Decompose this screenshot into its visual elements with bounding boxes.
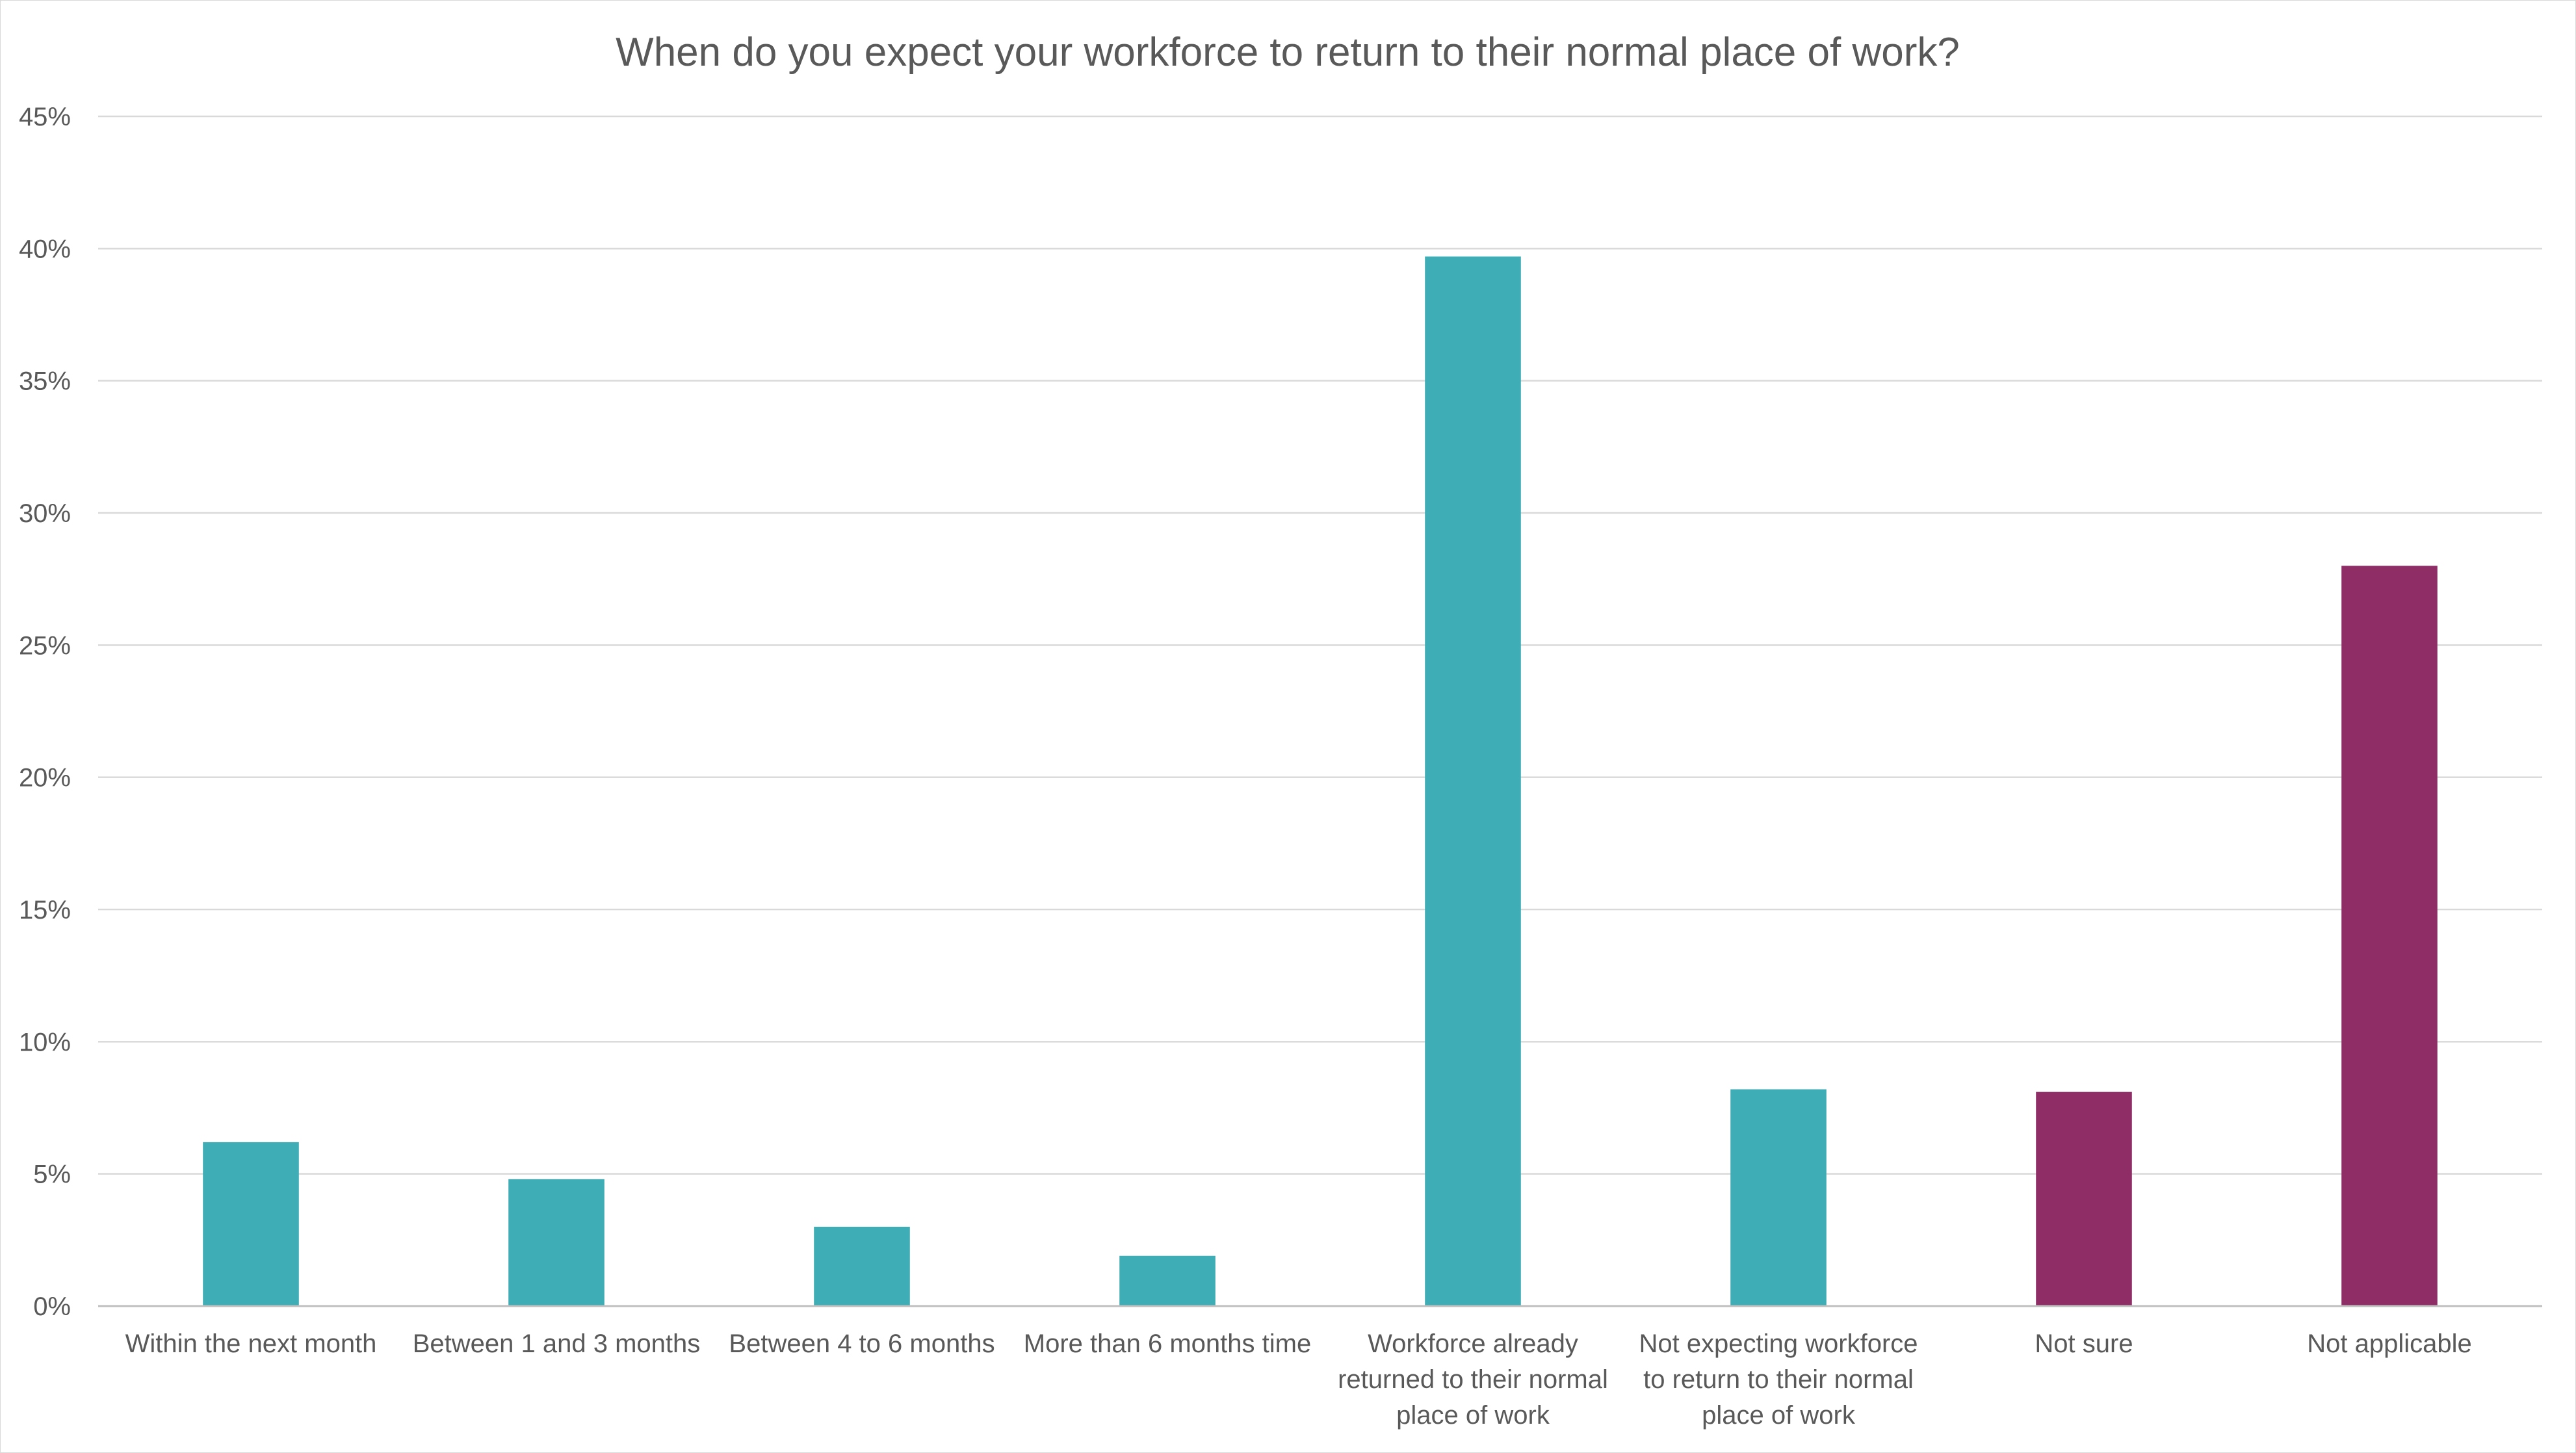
x-category-label: Between 1 and 3 months [413, 1329, 701, 1358]
bar [1730, 1089, 1827, 1306]
bar [2036, 1092, 2132, 1306]
y-tick-label: 40% [19, 235, 71, 263]
x-category-label-line: Within the next month [125, 1329, 377, 1358]
y-axis-ticks: 0% 5% 10% 15% 20% 25% 30% 35% 40% 45% [19, 103, 71, 1321]
x-category-label: Within the next month [125, 1329, 377, 1358]
bar [508, 1179, 605, 1306]
x-category-label-line: More than 6 months time [1024, 1329, 1311, 1358]
x-category-label: Not sure [2035, 1329, 2133, 1358]
x-category-label: Not expecting workforce to return to thei… [1639, 1329, 1918, 1430]
x-category-label: Between 4 to 6 months [729, 1329, 995, 1358]
chart-title: When do you expect your workforce to ret… [616, 30, 1960, 75]
y-tick-label: 20% [19, 764, 71, 792]
y-tick-label: 0% [33, 1292, 71, 1321]
y-tick-label: 5% [33, 1160, 71, 1189]
x-category-label-line: place of work [1396, 1401, 1550, 1430]
y-tick-label: 15% [19, 896, 71, 924]
x-category-label-line: Between 1 and 3 months [413, 1329, 701, 1358]
x-axis-categories: Within the next month Between 1 and 3 mon… [125, 1329, 2472, 1430]
bar [1119, 1255, 1216, 1306]
y-tick-label: 10% [19, 1028, 71, 1056]
x-category-label-line: Between 4 to 6 months [729, 1329, 995, 1358]
x-category-label-line: place of work [1702, 1401, 1856, 1430]
x-category-label-line: Workforce already [1368, 1329, 1578, 1358]
x-category-label: Not applicable [2307, 1329, 2472, 1358]
bar [203, 1142, 299, 1306]
gridlines [98, 115, 2542, 1175]
x-category-label-line: Not expecting workforce [1639, 1329, 1918, 1358]
bar [2341, 566, 2438, 1307]
bar [814, 1227, 910, 1306]
x-category-label-line: to return to their normal [1643, 1365, 1914, 1394]
y-tick-label: 25% [19, 631, 71, 660]
x-category-label: Workforce already returned to their norma… [1338, 1329, 1608, 1430]
bars [203, 256, 2438, 1307]
bar [1425, 256, 1521, 1306]
x-category-label-line: returned to their normal [1338, 1365, 1608, 1394]
x-category-label-line: Not applicable [2307, 1329, 2472, 1358]
x-category-label-line: Not sure [2035, 1329, 2133, 1358]
y-tick-label: 30% [19, 499, 71, 528]
y-tick-label: 35% [19, 367, 71, 396]
x-category-label: More than 6 months time [1024, 1329, 1311, 1358]
y-tick-label: 45% [19, 103, 71, 131]
